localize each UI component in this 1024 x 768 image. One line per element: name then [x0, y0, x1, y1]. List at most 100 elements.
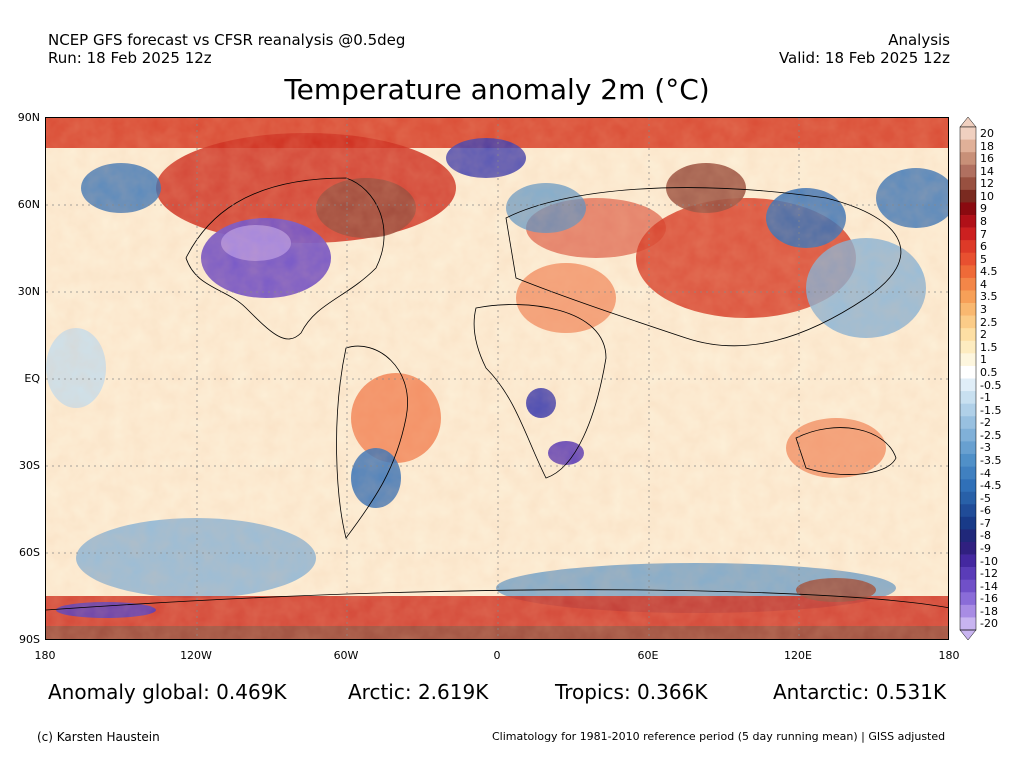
- colorbar-tick-label: 9: [980, 202, 987, 216]
- stat-global: Anomaly global: 0.469K: [48, 680, 287, 704]
- colorbar-swatch: [960, 504, 976, 518]
- header-left: NCEP GFS forecast vs CFSR reanalysis @0.…: [48, 31, 405, 67]
- colorbar-swatch: [960, 177, 976, 191]
- colorbar-tick-label: -16: [980, 592, 998, 606]
- stat-antarctic: Antarctic: 0.531K: [773, 680, 947, 704]
- colorbar-swatch: [960, 328, 976, 342]
- lat-label-90n: 90N: [17, 111, 40, 124]
- colorbar-tick-label: 1.5: [980, 340, 998, 354]
- map-canvas: [46, 118, 948, 639]
- colorbar-tick-label: 5: [980, 252, 987, 266]
- colorbar-swatch: [960, 152, 976, 166]
- lon-label-60w: 60W: [333, 649, 359, 662]
- colorbar-swatch: [960, 164, 976, 178]
- lon-label-180e: 180: [938, 649, 960, 662]
- graticule: [46, 118, 948, 639]
- lat-label-eq: EQ: [24, 372, 40, 385]
- colorbar-tick-label: -2.5: [980, 428, 1002, 442]
- colorbar-swatch: [960, 240, 976, 254]
- colorbar-swatch: [960, 303, 976, 316]
- colorbar-tick-label: -6: [980, 504, 991, 518]
- color-legend: [959, 117, 977, 640]
- colorbar-tick-label: 0.5: [980, 365, 998, 379]
- colorbar-swatch: [960, 391, 976, 404]
- colorbar-swatch: [960, 617, 976, 631]
- model-description: NCEP GFS forecast vs CFSR reanalysis @0.…: [48, 31, 406, 49]
- stat-arctic: Arctic: 2.619K: [348, 680, 489, 704]
- colorbar-tick-label: -5: [980, 491, 991, 505]
- colorbar-swatch: [960, 378, 976, 392]
- credit: (c) Karsten Haustein: [37, 730, 160, 744]
- lon-label-180w: 180: [34, 649, 56, 662]
- colorbar-tick-label: 2.5: [980, 315, 998, 329]
- colorbar-tick-label: 18: [980, 139, 994, 153]
- colorbar-tick-label: 8: [980, 215, 987, 229]
- analysis-label: Analysis: [888, 31, 950, 49]
- valid-time: Valid: 18 Feb 2025 12z: [778, 49, 950, 67]
- colorbar-top-arrow: [959, 117, 977, 128]
- run-time: Run: 18 Feb 2025 12z: [48, 49, 212, 67]
- lat-label-60n: 60N: [17, 198, 40, 211]
- colorbar-tick-label: -10: [980, 554, 998, 568]
- colorbar-swatch: [960, 466, 976, 480]
- colorbar-swatch: [960, 416, 976, 430]
- colorbar-swatch: [960, 340, 976, 354]
- header-right: Analysis Valid: 18 Feb 2025 12z: [779, 31, 950, 67]
- colorbar-tick-label: 16: [980, 152, 994, 166]
- lat-label-30n: 30N: [17, 285, 40, 298]
- colorbar-swatch: [960, 604, 976, 618]
- colorbar-swatch: [960, 567, 976, 580]
- colorbar-tick-label: -1.5: [980, 403, 1002, 417]
- colorbar-tick-label: 6: [980, 240, 987, 254]
- colorbar-swatch: [960, 189, 976, 203]
- colorbar-tick-label: -3.5: [980, 453, 1002, 467]
- colorbar-tick-label: 12: [980, 177, 994, 191]
- colorbar-swatch: [960, 428, 976, 442]
- colorbar-swatch: [960, 215, 976, 228]
- colorbar-tick-label: -7: [980, 516, 991, 530]
- colorbar-tick-label: -14: [980, 579, 998, 593]
- colorbar-swatch: [960, 479, 976, 492]
- colorbar-swatch: [960, 441, 976, 455]
- colorbar-swatch: [960, 529, 976, 543]
- colorbar-swatch: [960, 252, 976, 266]
- colorbar-border: [959, 126, 977, 631]
- colorbar-bottom-arrow: [959, 629, 977, 640]
- colorbar-tick-label: 3: [980, 303, 987, 317]
- colorbar-tick-label: -2: [980, 416, 991, 430]
- anomaly-map: [45, 117, 949, 640]
- lon-label-120w: 120W: [180, 649, 212, 662]
- colorbar-tick-label: -20: [980, 617, 998, 631]
- colorbar-swatch: [960, 592, 976, 606]
- colorbar-tick-label: -8: [980, 529, 991, 543]
- lon-label-60e: 60E: [637, 649, 659, 662]
- colorbar-swatch: [960, 403, 976, 417]
- lat-label-90s: 90S: [19, 633, 40, 646]
- colorbar-tick-label: -18: [980, 604, 998, 618]
- colorbar-tick-label: -3: [980, 441, 991, 455]
- lon-label-120e: 120E: [784, 649, 812, 662]
- colorbar-swatch: [960, 353, 976, 367]
- colorbar-tick-label: -4: [980, 466, 991, 480]
- colorbar-swatch: [960, 265, 976, 279]
- lat-label-30s: 30S: [19, 459, 40, 472]
- map-title: Temperature anomaly 2m (°C): [284, 73, 710, 106]
- stat-tropics: Tropics: 0.366K: [555, 680, 708, 704]
- colorbar-tick-label: -1: [980, 391, 991, 405]
- colorbar-swatch: [960, 290, 976, 304]
- colorbar-swatch: [960, 453, 976, 467]
- colorbar-tick-label: 4.5: [980, 265, 998, 279]
- colorbar-tick-label: 7: [980, 227, 987, 241]
- colorbar-tick-label: -0.5: [980, 378, 1002, 392]
- colorbar-tick-label: 1: [980, 353, 987, 367]
- colorbar-tick-label: 14: [980, 164, 994, 178]
- lon-label-0: 0: [493, 649, 501, 662]
- colorbar-swatch: [960, 315, 976, 329]
- climatology-note: Climatology for 1981-2010 reference peri…: [492, 730, 946, 743]
- lat-label-60s: 60S: [19, 546, 40, 559]
- colorbar-swatch: [960, 365, 976, 379]
- colorbar-swatch: [960, 277, 976, 291]
- colorbar-swatch: [960, 516, 976, 530]
- colorbar-tick-label: -12: [980, 567, 998, 581]
- colorbar-tick-label: 2: [980, 328, 987, 342]
